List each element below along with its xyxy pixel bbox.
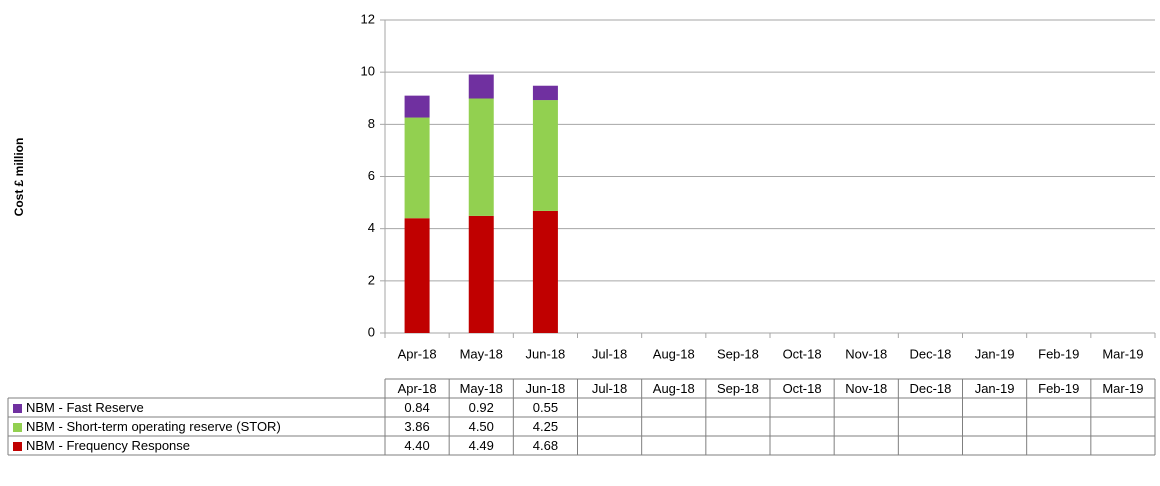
table-header: Oct-18 [783,381,822,396]
x-tick-label: Nov-18 [845,346,887,361]
table-header: May-18 [460,381,503,396]
y-tick-label: 12 [361,11,375,26]
bar-segment [532,210,558,333]
bar-segment [468,215,494,333]
table-header: Feb-19 [1038,381,1079,396]
legend-swatch [13,442,22,451]
y-tick-label: 2 [368,272,375,287]
table-header: Dec-18 [909,381,951,396]
table-header: Mar-19 [1102,381,1143,396]
y-tick-label: 0 [368,324,375,339]
y-tick-label: 6 [368,168,375,183]
x-tick-label: May-18 [460,346,503,361]
legend-swatch [13,404,22,413]
x-tick-label: Jan-19 [975,346,1015,361]
table-cell: 0.55 [533,400,558,415]
table-header: Jun-18 [526,381,566,396]
x-tick-label: Apr-18 [398,346,437,361]
table-cell: 4.49 [469,438,494,453]
x-tick-label: Feb-19 [1038,346,1079,361]
x-tick-label: Jun-18 [526,346,566,361]
y-tick-label: 4 [368,220,375,235]
x-tick-label: Sep-18 [717,346,759,361]
table-cell: 4.68 [533,438,558,453]
bar-segment [532,100,558,211]
x-tick-label: Aug-18 [653,346,695,361]
table-cell: 3.86 [404,419,429,434]
legend-swatch [13,423,22,432]
bar-segment [468,98,494,216]
legend-label: NBM - Short-term operating reserve (STOR… [26,419,281,434]
table-header: Sep-18 [717,381,759,396]
x-tick-label: Mar-19 [1102,346,1143,361]
legend-label: NBM - Fast Reserve [26,400,144,415]
table-header: Jul-18 [592,381,627,396]
bar-segment [532,85,558,101]
table-cell: 0.84 [404,400,429,415]
x-tick-label: Oct-18 [783,346,822,361]
table-header: Nov-18 [845,381,887,396]
x-tick-label: Jul-18 [592,346,627,361]
table-cell: 4.40 [404,438,429,453]
table-header: Apr-18 [398,381,437,396]
table-header: Aug-18 [653,381,695,396]
y-axis-label: Cost £ million [12,138,26,217]
bar-segment [468,74,494,99]
x-tick-label: Dec-18 [909,346,951,361]
bar-segment [404,117,430,219]
table-header: Jan-19 [975,381,1015,396]
y-tick-label: 10 [361,64,375,79]
bar-segment [404,218,430,333]
table-cell: 4.25 [533,419,558,434]
bar-segment [404,95,430,118]
legend-label: NBM - Frequency Response [26,438,190,453]
table-cell: 4.50 [469,419,494,434]
table-cell: 0.92 [469,400,494,415]
y-tick-label: 8 [368,116,375,131]
